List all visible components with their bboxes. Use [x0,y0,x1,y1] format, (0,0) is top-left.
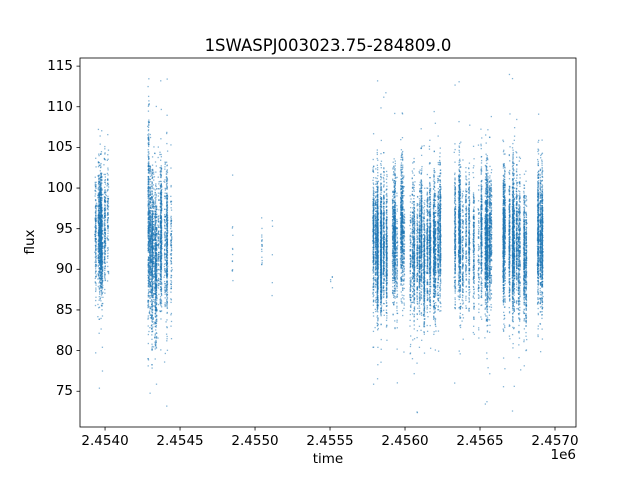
y-tick-label: 85 [55,301,73,318]
x-tick-label: 2.4550 [231,433,279,449]
x-tick-label: 2.4570 [531,433,579,449]
y-tick-label: 90 [55,261,73,278]
y-tick-label: 95 [55,220,73,237]
y-tick-label: 75 [55,383,73,400]
y-tick-label: 100 [47,180,73,197]
y-tick-label: 80 [55,342,73,359]
chart-title: 1SWASPJ003023.75-284809.0 [204,36,452,55]
x-tick-label: 2.4565 [456,433,504,449]
axis-offset-text: 1e6 [550,447,576,463]
x-tick-label: 2.4545 [156,433,204,449]
y-axis-label: flux [22,229,38,255]
x-tick-label: 2.4555 [306,433,354,449]
x-tick-label: 2.4540 [81,433,129,449]
y-tick-label: 110 [47,98,73,115]
y-tick-label: 115 [47,58,73,75]
y-tick-label: 105 [47,139,73,156]
x-axis-label: time [312,451,344,467]
x-tick-label: 2.4560 [381,433,429,449]
